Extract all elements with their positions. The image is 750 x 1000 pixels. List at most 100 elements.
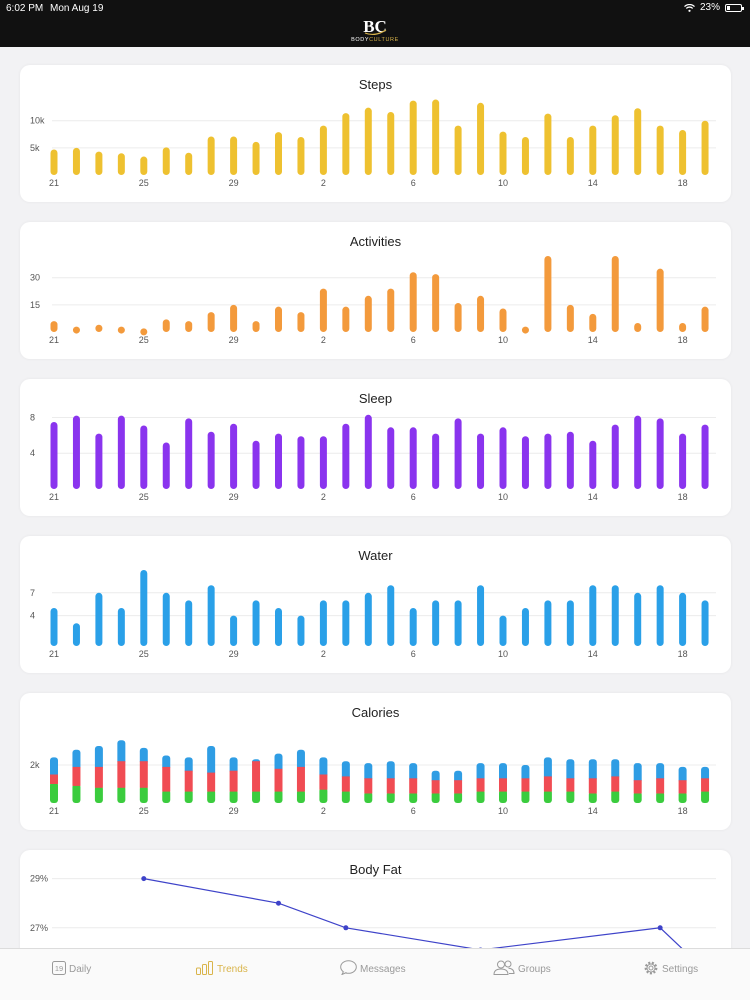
x-tick-label: 6: [411, 649, 416, 659]
bar-segment-red: [499, 778, 507, 792]
bar: [521, 436, 529, 489]
bar-segment-red: [207, 772, 216, 792]
x-tick-label: 14: [588, 492, 598, 502]
activities-card[interactable]: Activities 15 30 21 25 29 2 6 10 14 18: [20, 222, 731, 359]
bar: [50, 321, 58, 332]
bar: [499, 427, 507, 489]
bodyfat-chart: 27% 29%: [30, 874, 716, 948]
bar: [252, 440, 260, 489]
bar-segment-red: [229, 770, 238, 792]
bar: [679, 322, 687, 332]
bar-segment-green: [611, 789, 620, 803]
bar: [297, 312, 305, 332]
tab-messages[interactable]: Messages: [340, 959, 406, 979]
bar: [701, 600, 709, 646]
water-chart: 4 7 21 25 29 2 6 10 14 18: [30, 570, 716, 659]
x-tick-label: 25: [139, 335, 149, 345]
bar: [50, 149, 58, 175]
bar-segment-red: [341, 776, 350, 792]
bar: [319, 436, 327, 489]
x-tick-label: 10: [498, 335, 508, 345]
bar-segment-red: [252, 761, 261, 792]
tab-trends[interactable]: Trends: [196, 959, 248, 979]
bar: [499, 131, 507, 175]
bar-segment-blue: [431, 770, 440, 784]
bar: [387, 585, 395, 646]
bodyfat-title: Body Fat: [349, 862, 402, 877]
bar: [230, 615, 238, 646]
y-tick-label: 29%: [30, 874, 48, 884]
bar: [589, 313, 597, 332]
bar: [319, 288, 327, 332]
bar: [230, 423, 238, 489]
bar-segment-red: [319, 774, 328, 790]
bar-segment-red: [521, 778, 530, 792]
x-tick-label: 25: [139, 178, 149, 188]
bar-segment-blue: [633, 763, 642, 784]
data-point: [478, 947, 483, 948]
activities-chart: 15 30 21 25 29 2 6 10 14 18: [30, 256, 716, 345]
battery-percent: 23%: [699, 2, 720, 13]
bar: [50, 421, 58, 489]
bar-segment-green: [184, 789, 193, 803]
bar: [72, 326, 80, 334]
bar-segment-green: [319, 787, 328, 803]
bar: [679, 129, 687, 175]
bar: [611, 585, 619, 646]
bar-segment-red: [656, 778, 665, 794]
bar: [342, 306, 350, 332]
bar: [275, 306, 282, 332]
bar-segment-green: [454, 791, 463, 803]
bar: [275, 132, 282, 175]
bar: [140, 328, 148, 336]
y-tick-label: 7: [30, 588, 35, 598]
x-tick-label: 2: [321, 806, 326, 816]
tab-groups[interactable]: Groups: [493, 959, 551, 979]
bar-segment-green: [678, 791, 687, 803]
bar-segment-blue: [319, 757, 328, 778]
bar-segment-red: [611, 776, 620, 792]
tab-settings[interactable]: Settings: [643, 959, 698, 979]
bar-segment-red: [633, 780, 642, 794]
app-header: 6:02 PM Mon Aug 19 23% BC BODYCULTURE: [0, 0, 750, 47]
x-tick-label: 2: [321, 649, 326, 659]
x-tick-label: 21: [49, 806, 59, 816]
x-tick-label: 29: [229, 649, 239, 659]
y-tick-label: 10k: [30, 116, 45, 126]
x-tick-label: 18: [678, 335, 688, 345]
bar: [521, 608, 529, 646]
tab-daily[interactable]: 19 Daily: [52, 959, 91, 979]
tab-label: Messages: [360, 963, 406, 975]
bar: [95, 592, 103, 646]
bar: [207, 585, 215, 646]
wifi-icon: [684, 3, 695, 12]
bar-segment-red: [94, 766, 103, 788]
bar: [140, 425, 148, 489]
bar-segment-green: [207, 789, 216, 803]
bar: [656, 268, 664, 332]
bar: [634, 592, 642, 646]
x-tick-label: 29: [229, 492, 239, 502]
sleep-card[interactable]: Sleep 4 8 21 25 29 2 6 10 14 18: [20, 379, 731, 516]
x-tick-label: 14: [588, 178, 598, 188]
x-tick-label: 10: [498, 806, 508, 816]
x-tick-label: 18: [678, 649, 688, 659]
bar-segment-green: [274, 789, 283, 803]
bar: [140, 156, 148, 175]
bar-segment-red: [566, 778, 575, 792]
bar: [72, 415, 80, 489]
logo-text-part1: BODY: [351, 37, 370, 43]
bar-segment-green: [72, 783, 81, 803]
calories-card[interactable]: Calories 2k 21 25 29 2 6 10 14 18: [20, 693, 731, 830]
steps-card[interactable]: Steps 5k 10k 21 25 29 2 6 10 14 18: [20, 65, 731, 202]
bar: [477, 585, 485, 646]
water-card[interactable]: Water 4 7 21 25 29 2 6 10 14 18: [20, 536, 731, 673]
bar: [95, 151, 103, 175]
x-tick-label: 18: [678, 806, 688, 816]
bar: [701, 424, 709, 489]
bar: [342, 423, 350, 489]
bar-segment-green: [588, 791, 597, 803]
bar-segment-red: [162, 766, 171, 792]
bar: [342, 113, 350, 175]
bar: [117, 608, 125, 646]
